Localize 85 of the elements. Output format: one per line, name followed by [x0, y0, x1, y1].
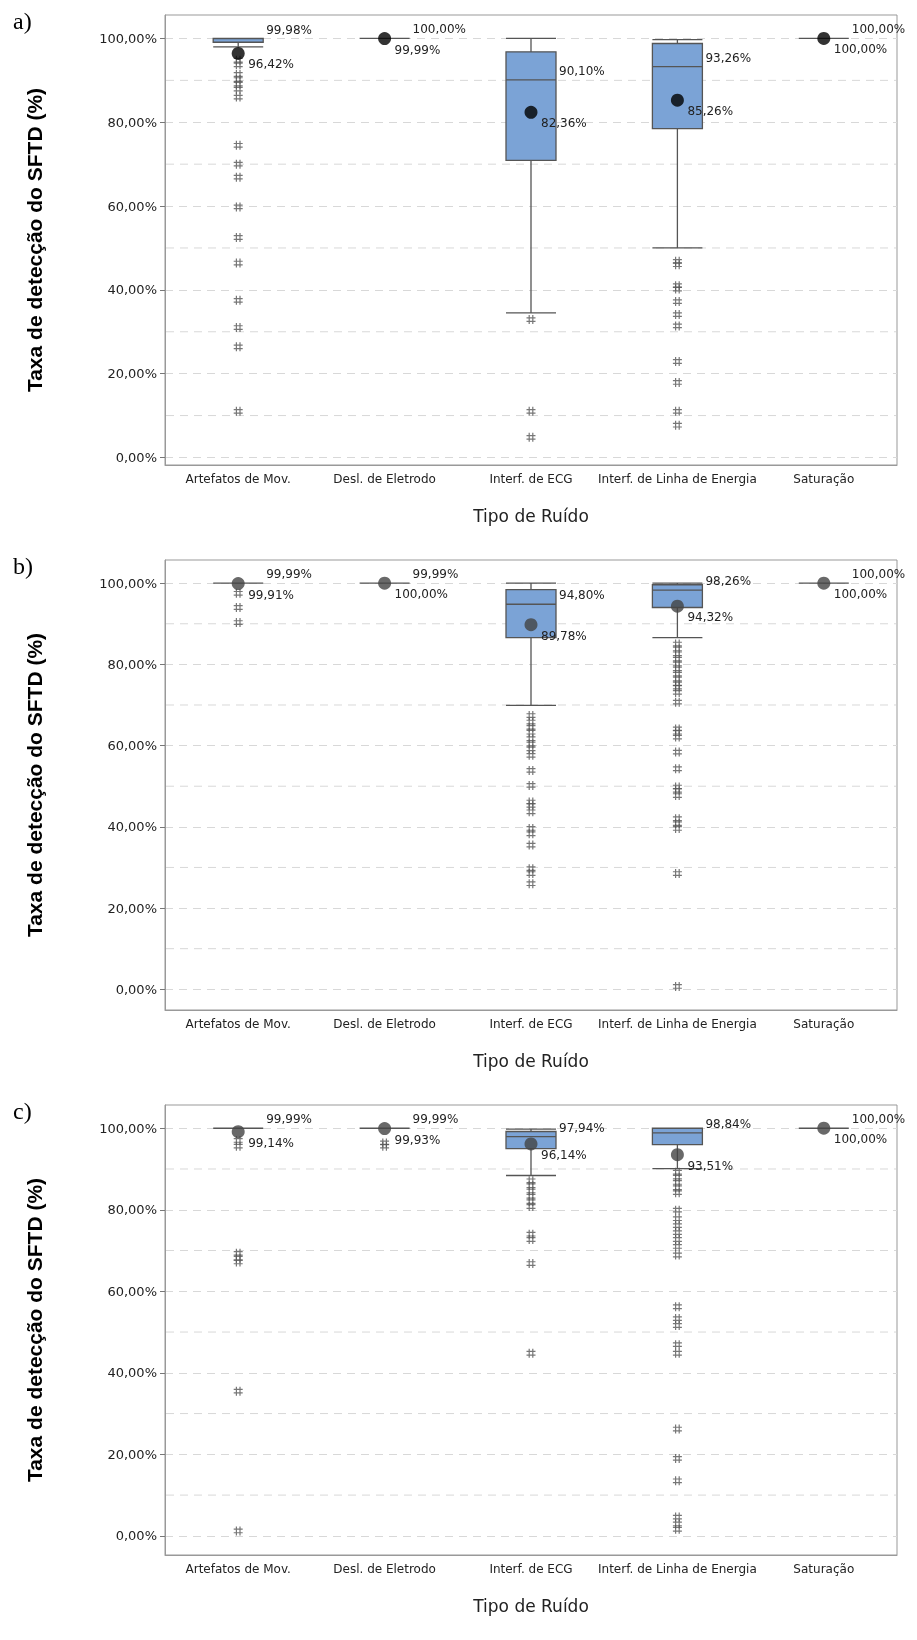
x-tick-label: Interf. de ECG	[489, 1562, 573, 1576]
x-axis-title: Tipo de Ruído	[472, 1050, 589, 1071]
x-axis-title: Tipo de Ruído	[472, 1595, 589, 1616]
point	[670, 93, 684, 107]
y-tick-label: 20,00%	[107, 366, 157, 382]
annotation: 96,14%	[541, 1147, 587, 1162]
annotation: 99,99%	[266, 567, 312, 582]
annotation: 100,00%	[851, 22, 906, 37]
chart-title: b)	[13, 553, 33, 579]
annotation: 94,80%	[559, 588, 605, 603]
y-axis-title: Taxa de detecção do SFTD (%)	[23, 1177, 46, 1483]
point	[817, 576, 831, 590]
annotation: 99,99%	[412, 1112, 459, 1127]
point	[524, 105, 538, 119]
annotation: 98,26%	[705, 574, 752, 589]
x-tick-label: Artefatos de Mov.	[185, 1562, 291, 1576]
point	[817, 31, 831, 45]
annotation: 99,93%	[394, 1132, 441, 1147]
x-tick-label: Saturação	[793, 472, 855, 486]
y-tick-label: 40,00%	[107, 1365, 157, 1381]
annotation: 97,94%	[559, 1120, 605, 1135]
point	[670, 599, 684, 613]
point	[231, 577, 245, 591]
y-tick-label: 80,00%	[107, 1202, 157, 1218]
y-tick-label: 0,00%	[115, 1528, 157, 1544]
y-tick-label: 0,00%	[115, 981, 157, 997]
y-tick-label: 40,00%	[107, 819, 157, 835]
point	[378, 32, 392, 45]
y-tick-label: 20,00%	[107, 1446, 157, 1462]
point	[378, 576, 392, 590]
x-tick-label: Desl. de Eletrodo	[333, 1017, 436, 1031]
annotation: 93,26%	[705, 50, 752, 65]
y-axis-title: Taxa de detecção do SFTD (%)	[23, 87, 46, 393]
y-tick-label: 0,00%	[115, 449, 157, 465]
x-tick-label: Interf. de Linha de Energia	[598, 472, 757, 486]
chart-title: a)	[13, 8, 32, 34]
annotation: 100,00%	[833, 587, 888, 602]
x-tick-label: Artefatos de Mov.	[185, 472, 291, 486]
annotation: 100,00%	[851, 567, 906, 582]
y-tick-label: 20,00%	[107, 900, 157, 916]
annotation: 100,00%	[412, 22, 466, 37]
chart-title: c)	[13, 1098, 32, 1124]
point	[524, 1137, 538, 1151]
x-tick-label: Interf. de Linha de Energia	[598, 1562, 757, 1576]
point	[231, 1125, 245, 1139]
y-tick-label: 60,00%	[107, 198, 157, 214]
point	[817, 1121, 831, 1135]
annotation: 100,00%	[833, 42, 888, 57]
x-tick-label: Desl. de Eletrodo	[333, 1562, 436, 1576]
y-tick-label: 80,00%	[107, 114, 157, 130]
x-tick-label: Artefatos de Mov.	[185, 1017, 291, 1031]
y-tick-label: 40,00%	[107, 282, 157, 298]
y-tick-label: 80,00%	[107, 656, 157, 672]
point	[524, 618, 538, 632]
x-tick-label: Interf. de Linha de Energia	[598, 1017, 757, 1031]
annotation: 89,78%	[541, 628, 587, 643]
y-tick-label: 60,00%	[107, 1283, 157, 1299]
y-tick-label: 60,00%	[107, 738, 157, 754]
x-tick-label: Saturação	[793, 1017, 855, 1031]
x-tick-label: Desl. de Eletrodo	[333, 472, 436, 486]
y-tick-label: 100,00%	[99, 575, 157, 591]
annotation: 98,84%	[705, 1116, 752, 1131]
annotation: 94,32%	[687, 610, 734, 625]
y-tick-label: 100,00%	[99, 1120, 157, 1136]
annotation: 99,99%	[394, 42, 441, 57]
x-axis-title: Tipo de Ruído	[472, 505, 589, 526]
x-tick-label: Saturação	[793, 1562, 855, 1576]
point	[670, 1148, 684, 1162]
annotation: 100,00%	[833, 1132, 888, 1147]
y-axis-title: Taxa de detecção do SFTD (%)	[23, 632, 46, 938]
annotation: 99,14%	[248, 1135, 294, 1150]
x-tick-label: Interf. de ECG	[489, 472, 573, 486]
annotation: 99,99%	[412, 567, 459, 582]
annotation: 100,00%	[851, 1112, 906, 1127]
annotation: 96,42%	[248, 57, 294, 72]
point	[231, 46, 245, 60]
annotation: 99,91%	[248, 587, 294, 602]
x-tick-label: Interf. de ECG	[489, 1017, 573, 1031]
y-tick-label: 100,00%	[99, 30, 157, 46]
annotation: 93,51%	[687, 1158, 734, 1173]
point	[378, 1122, 392, 1136]
annotation: 100,00%	[394, 587, 448, 602]
annotation: 90,10%	[559, 63, 605, 78]
annotation: 99,99%	[266, 1112, 312, 1127]
annotation: 99,98%	[266, 22, 312, 37]
